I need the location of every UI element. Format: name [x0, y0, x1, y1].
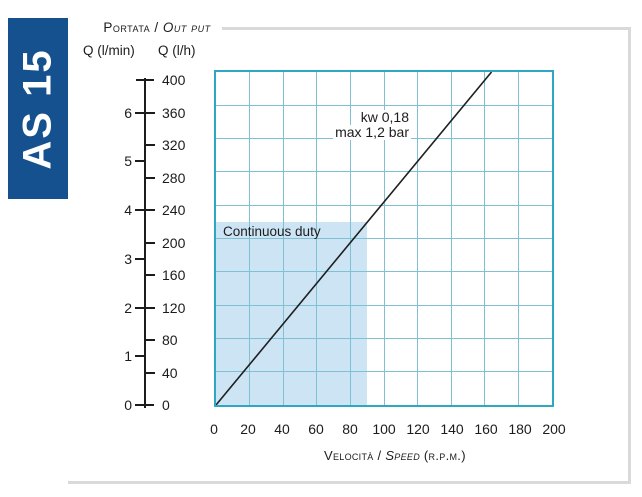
y-axis-tick-label-lh: 160: [162, 267, 186, 283]
power-annotation: kw 0,18 max 1,2 bar: [333, 110, 411, 140]
model-label: AS 15: [15, 47, 60, 170]
x-axis-tick-label: 60: [308, 421, 324, 437]
grid-hline: [216, 271, 552, 273]
y-axis-tick-label-lh: 400: [162, 72, 186, 88]
y-axis-tick-label-lh: 120: [162, 299, 186, 316]
panel-border-right: [628, 27, 631, 484]
x-axis-title-normal: Velocità /: [324, 448, 386, 463]
grid-hline: [216, 171, 552, 173]
y-axis-tick-label-lmin: 5: [124, 153, 132, 170]
y-axis-tick-label-lh: 40: [162, 364, 178, 381]
y-axis-tick-lmin: [135, 111, 144, 114]
grid-hline: [216, 304, 552, 306]
y-axis-tick-label-lmin: 4: [124, 202, 132, 218]
chart-plot-area: Continuous duty kw 0,18 max 1,2 bar: [214, 70, 554, 407]
y-axis-tick-lmin: [135, 404, 144, 406]
y-axis-tick-label-lh: 0: [162, 397, 170, 413]
grid-hline: [216, 104, 552, 106]
y-axis-tick-label-lh: 320: [162, 137, 186, 153]
y-axis-tick-lmin: [135, 257, 144, 260]
unit-label-lmin: Q (l/min): [83, 43, 135, 58]
y-axis-tick-label-lmin: 6: [124, 104, 132, 121]
annotation-kw: kw 0,18: [358, 109, 411, 125]
x-axis-title-suffix: (r.p.m.): [420, 448, 466, 463]
y-axis-tick-label-lh: 280: [162, 169, 186, 186]
x-axis-tick-label: 80: [342, 421, 358, 437]
y-axis-tick-label-lmin: 3: [124, 250, 132, 267]
x-axis-tick-label: 40: [274, 421, 290, 437]
panel-border-bottom: [68, 481, 631, 484]
continuous-duty-label: Continuous duty: [223, 223, 321, 239]
y-axis-tick-lh: [136, 404, 154, 406]
y-axis-tick-label-lh: 200: [162, 234, 186, 251]
y-axis-tick-lh: [146, 241, 155, 244]
y-axis-tick-lh: [146, 144, 155, 146]
x-axis-tick-label: 160: [474, 421, 498, 437]
x-axis-tick-label: 180: [508, 421, 532, 437]
y-axis-tick-label-lh: 360: [162, 104, 186, 121]
grid-hline: [216, 337, 552, 339]
x-axis-title-italic: Speed: [385, 448, 421, 463]
y-axis-tick-label-lh: 80: [162, 332, 178, 348]
y-axis-tick-label-lmin: 2: [124, 299, 132, 316]
y-axis-line: [144, 78, 146, 408]
y-axis-tick-lh: [146, 209, 155, 211]
y-axis-tick-lh: [146, 176, 155, 179]
x-axis-tick-label: 140: [440, 421, 464, 437]
y-axis-tick-lh: [146, 274, 155, 276]
y-axis-tick-lh: [146, 306, 155, 309]
y-axis-title-italic: Out put: [162, 20, 211, 35]
y-axis-tick-lh: [146, 111, 155, 114]
x-axis-tick-label: 20: [240, 421, 256, 437]
y-axis-tick-lh: [136, 79, 154, 81]
x-axis-title: Velocità / Speed (r.p.m.): [324, 448, 466, 463]
y-axis-tick-lh: [146, 371, 155, 374]
y-axis-tick-label-lmin: 1: [124, 348, 132, 365]
y-axis-title-normal: Portata /: [103, 20, 163, 35]
y-axis-group-title: Portata / Out put: [90, 20, 224, 35]
annotation-bar: max 1,2 bar: [333, 124, 411, 140]
y-axis-tick-label-lmin: 0: [124, 397, 132, 413]
y-axis-tick-lmin: [135, 306, 144, 309]
y-axis-tick-lmin: [135, 355, 144, 358]
y-axis-tick-lmin: [135, 209, 144, 211]
unit-label-lh: Q (l/h): [158, 43, 196, 58]
model-banner: AS 15: [8, 18, 68, 199]
performance-line: [216, 72, 493, 405]
y-axis-tick-label-lh: 240: [162, 202, 186, 218]
x-axis-tick-label: 100: [372, 421, 396, 437]
y-axis-tick-lmin: [135, 160, 144, 163]
grid-hline: [216, 371, 552, 373]
x-axis-tick-label: 0: [210, 421, 218, 437]
x-axis-tick-label: 120: [406, 421, 430, 437]
panel-border-top: [222, 27, 631, 30]
grid-hline: [216, 204, 552, 206]
grid-hline: [216, 238, 552, 239]
y-axis-tick-lh: [146, 339, 155, 341]
x-axis-tick-label: 200: [542, 421, 566, 437]
